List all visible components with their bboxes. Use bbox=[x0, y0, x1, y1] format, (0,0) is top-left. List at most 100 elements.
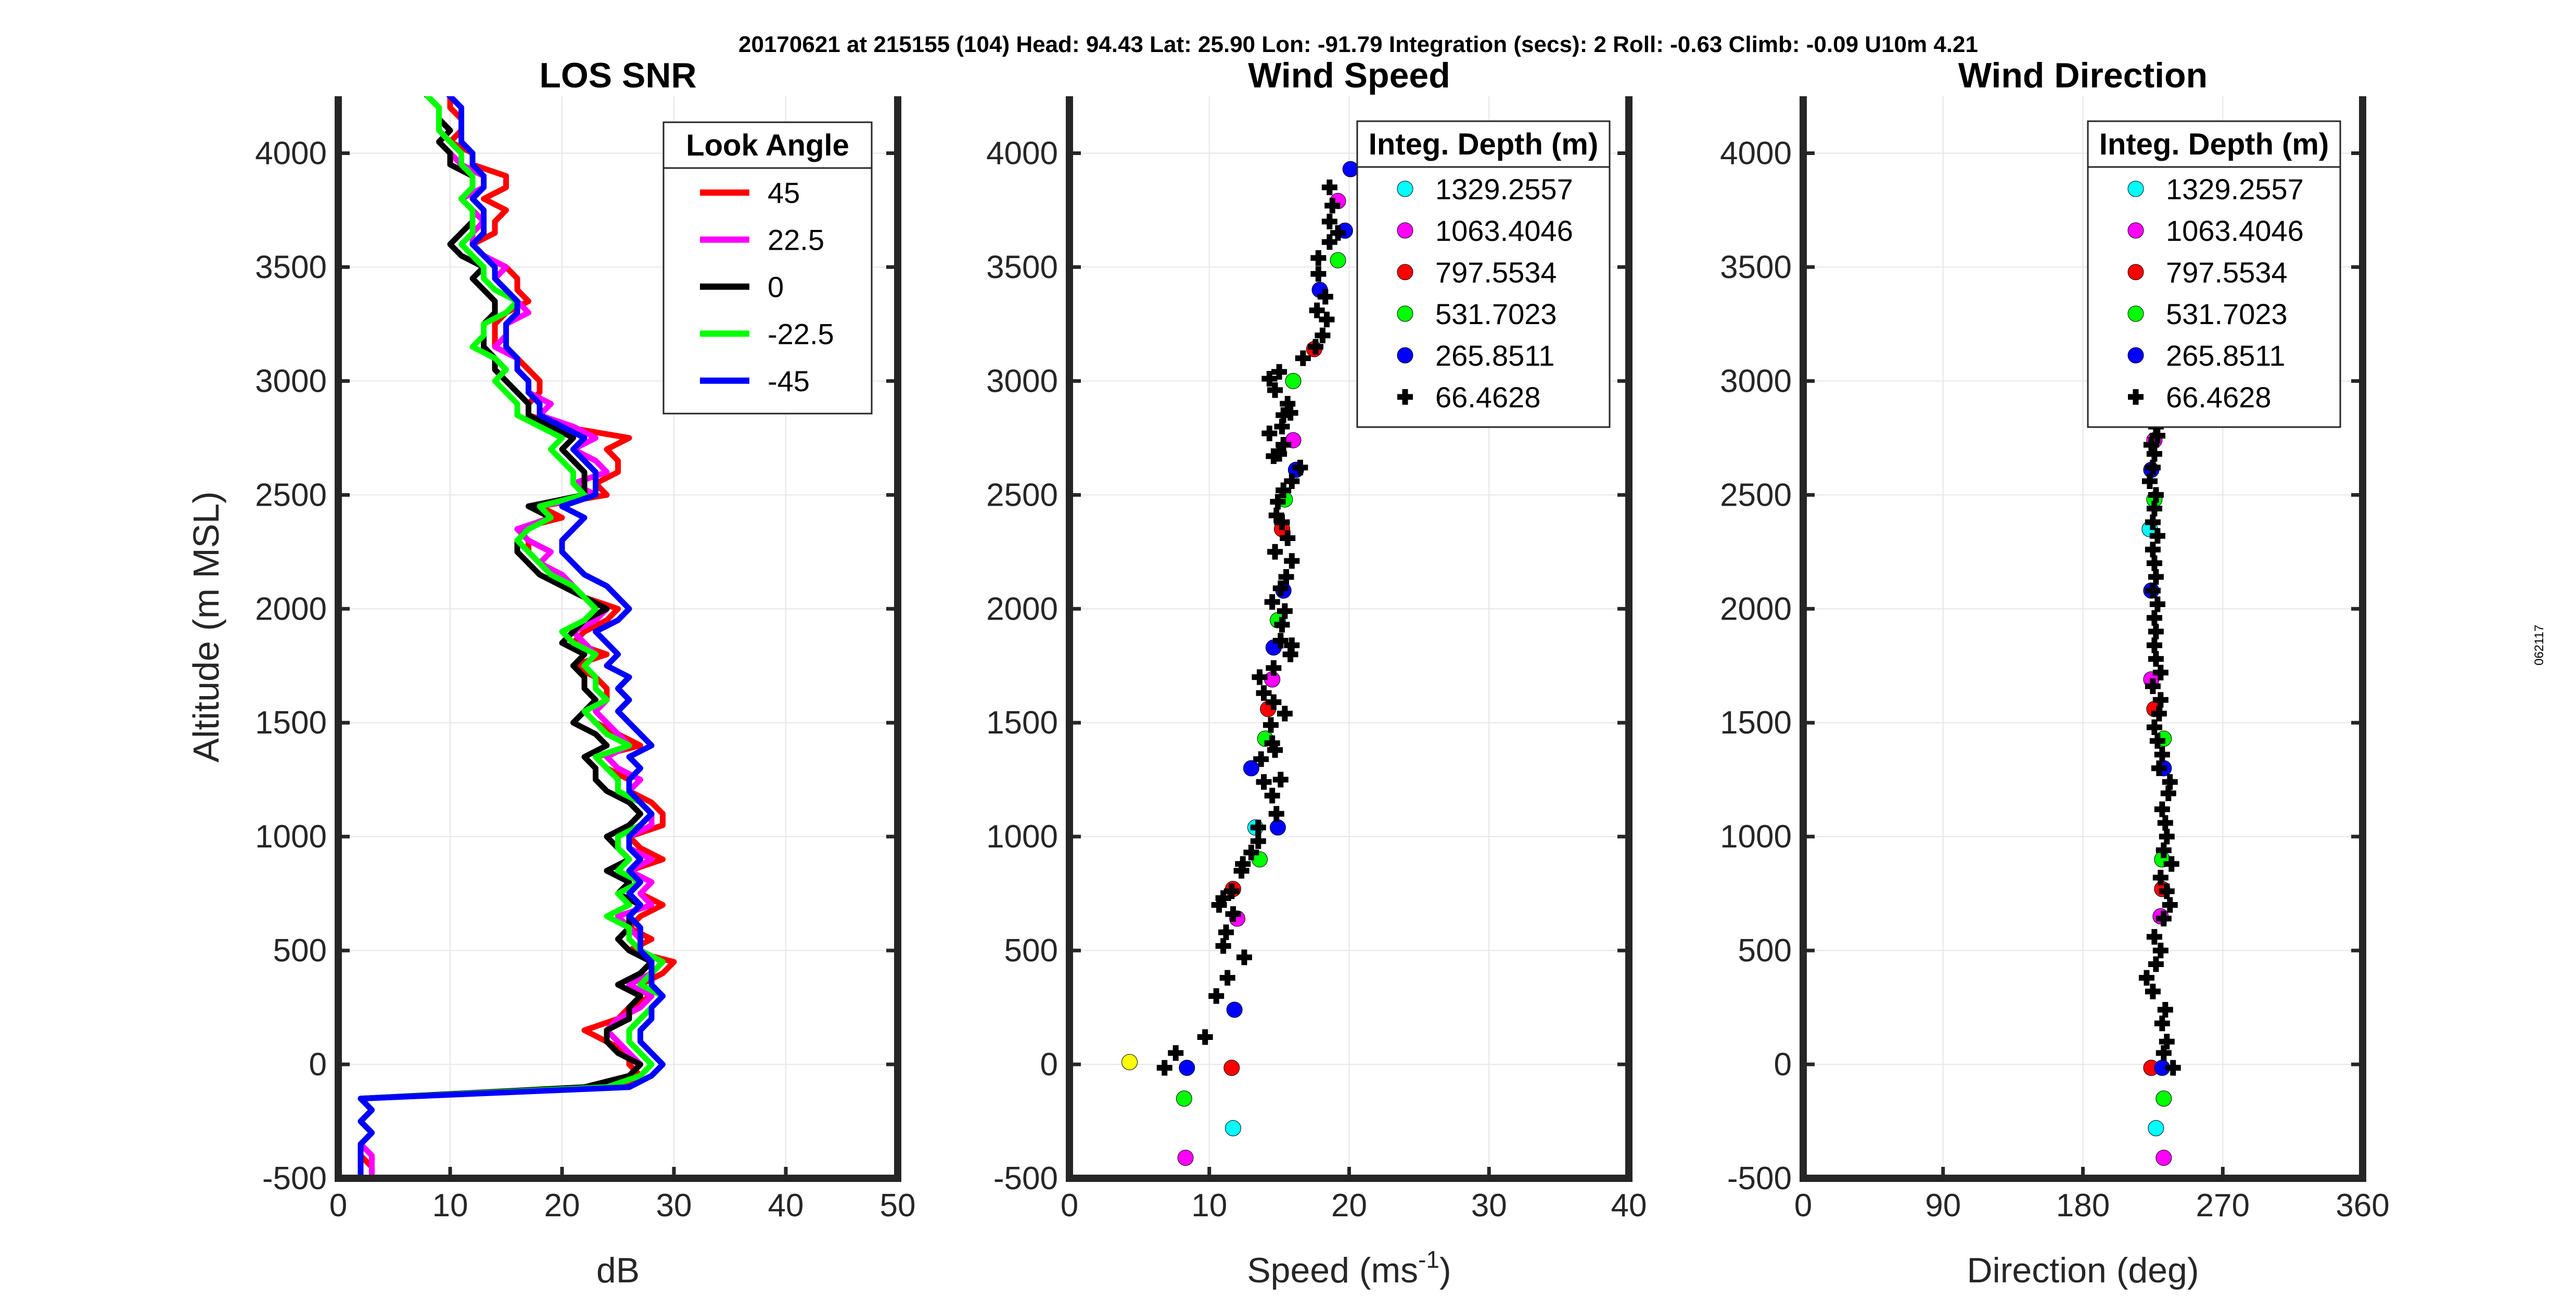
series-66-4628-point bbox=[1236, 949, 1252, 966]
legend-label: -45 bbox=[768, 365, 810, 397]
y-tick-label: -500 bbox=[262, 1161, 327, 1197]
legend-swatch bbox=[2128, 389, 2144, 405]
series-66-4628-point bbox=[2148, 569, 2164, 585]
series-66-4628-point bbox=[1284, 637, 1300, 653]
series-66-4628-point bbox=[2149, 733, 2165, 749]
series-66-4628-point bbox=[1264, 788, 1280, 804]
series-1329-2557-point bbox=[1225, 1120, 1241, 1137]
x-axis-label: Speed (ms-1) bbox=[1247, 1246, 1451, 1290]
y-axis-label: Altitude (m MSL) bbox=[186, 491, 226, 762]
series-66-4628-point bbox=[2145, 514, 2161, 530]
series-66-4628-point bbox=[2146, 610, 2162, 626]
x-tick-label: 360 bbox=[2336, 1188, 2389, 1224]
series-66-4628-point bbox=[2156, 1045, 2172, 1061]
series-66-4628-point bbox=[1319, 312, 1335, 328]
legend-entry-1063-4046: 1063.4046 bbox=[2127, 214, 2304, 247]
x-tick-label: 40 bbox=[768, 1188, 804, 1224]
series-22-5-line bbox=[358, 96, 666, 1178]
legend-label: 797.5534 bbox=[1435, 256, 1557, 289]
legend-label: 265.8511 bbox=[1435, 339, 1554, 372]
y-tick-label: 0 bbox=[309, 1047, 327, 1083]
series-66-4628-point bbox=[2151, 705, 2167, 722]
x-axis-label-sup: -1 bbox=[1418, 1246, 1439, 1273]
x-tick-label: 30 bbox=[656, 1188, 692, 1224]
series-66-4628-point bbox=[1225, 906, 1241, 922]
y-tick-label: 500 bbox=[273, 933, 327, 969]
y-tick-label: 3000 bbox=[255, 363, 327, 399]
series-66-4628-point bbox=[1263, 717, 1279, 733]
series-66-4628-point bbox=[1252, 669, 1268, 685]
series-66-4628-point bbox=[1280, 530, 1296, 546]
series-66-4628-point bbox=[1223, 883, 1240, 899]
legend-label: 1329.2557 bbox=[1435, 173, 1573, 205]
x-tick-label: 10 bbox=[1191, 1188, 1227, 1224]
series-66-4628-point bbox=[2157, 815, 2173, 831]
series-66-4628-point bbox=[2159, 1034, 2175, 1050]
series-66-4628-point bbox=[1276, 436, 1292, 453]
legend-entry-1329-2557: 1329.2557 bbox=[2127, 173, 2304, 205]
series-66-4628-point bbox=[1321, 213, 1337, 229]
series-66-4628-point bbox=[2159, 829, 2175, 845]
legend-label: 1063.4046 bbox=[1435, 214, 1573, 247]
series-66-4628-point bbox=[1266, 694, 1282, 710]
series-66-4628-point bbox=[2149, 528, 2165, 544]
legend-box bbox=[662, 121, 873, 415]
x-tick-label: 20 bbox=[544, 1188, 580, 1224]
legend-entry-22-5: 22.5 bbox=[700, 224, 824, 256]
legend-entry-45: -45 bbox=[700, 365, 810, 397]
legend-swatch bbox=[1397, 264, 1413, 280]
y-tick-label: 1000 bbox=[986, 819, 1058, 855]
series-66-4628-point bbox=[1308, 339, 1323, 355]
x-axis-label-end: ) bbox=[1439, 1251, 1451, 1290]
legend-swatch bbox=[2127, 181, 2144, 197]
y-tick-label: 1500 bbox=[986, 705, 1058, 741]
legend-entry-45: 45 bbox=[700, 176, 800, 209]
legend-swatch bbox=[1397, 347, 1413, 364]
series-66-4628-point bbox=[1284, 473, 1300, 490]
series-66-4628-point bbox=[2146, 555, 2162, 571]
x-tick-label: 10 bbox=[432, 1188, 468, 1224]
legend-entry-531-7023: 531.7023 bbox=[2127, 298, 2288, 330]
x-tick-label: 180 bbox=[2056, 1188, 2110, 1224]
series-66-4628-point bbox=[1266, 660, 1282, 676]
series-66-4628-point bbox=[2146, 637, 2162, 653]
series-66-4628-point bbox=[1268, 806, 1284, 822]
x-tick-label: 40 bbox=[1611, 1188, 1647, 1224]
series-66-4628-point bbox=[2151, 760, 2167, 776]
legend-label: 265.8511 bbox=[2166, 339, 2285, 372]
legend-label: 66.4628 bbox=[2166, 381, 2271, 414]
series-66-4628-point bbox=[2156, 910, 2172, 927]
y-tick-label: 2000 bbox=[1720, 591, 1792, 627]
series-66-4628-point bbox=[1250, 819, 1266, 835]
legend: Look Angle 45 22.5 0 -22.5 -45 bbox=[662, 121, 873, 415]
series-0-line bbox=[358, 96, 655, 1178]
legend-swatch bbox=[1397, 222, 1413, 239]
series-66-4628-point bbox=[1218, 924, 1234, 941]
series-66-4628-point bbox=[2145, 983, 2161, 999]
legend-title: Look Angle bbox=[686, 128, 849, 162]
y-tick-label: 3000 bbox=[986, 363, 1058, 399]
legend-label: 1329.2557 bbox=[2166, 173, 2304, 205]
legend-entry-797-5534: 797.5534 bbox=[2127, 256, 2288, 289]
series-66-4628-point bbox=[2146, 446, 2162, 462]
series-66-4628-point bbox=[2162, 774, 2178, 790]
legend-swatch bbox=[2127, 305, 2144, 322]
y-tick-label: 1000 bbox=[1720, 819, 1792, 855]
series-66-4628-point bbox=[1168, 1045, 1184, 1061]
series-66-4628-point bbox=[1270, 494, 1286, 510]
y-tick-label: 2000 bbox=[986, 591, 1058, 627]
y-tick-label: 2500 bbox=[255, 477, 327, 513]
series-531-7023-point bbox=[1330, 252, 1346, 268]
x-axis-label: dB bbox=[596, 1251, 640, 1290]
y-tick-label: 2500 bbox=[1720, 477, 1792, 513]
series-66-4628-point bbox=[1261, 426, 1278, 442]
series-66-4628-point bbox=[2152, 692, 2169, 708]
y-tick-label: 3000 bbox=[1720, 363, 1792, 399]
y-tick-label: -500 bbox=[993, 1161, 1058, 1197]
series-66-4628-point bbox=[2146, 500, 2162, 517]
series-45-line bbox=[358, 96, 666, 1178]
y-tick-label: 1000 bbox=[255, 819, 327, 855]
y-tick-label: 1500 bbox=[1720, 705, 1792, 741]
x-tick-label: 20 bbox=[1331, 1188, 1367, 1224]
